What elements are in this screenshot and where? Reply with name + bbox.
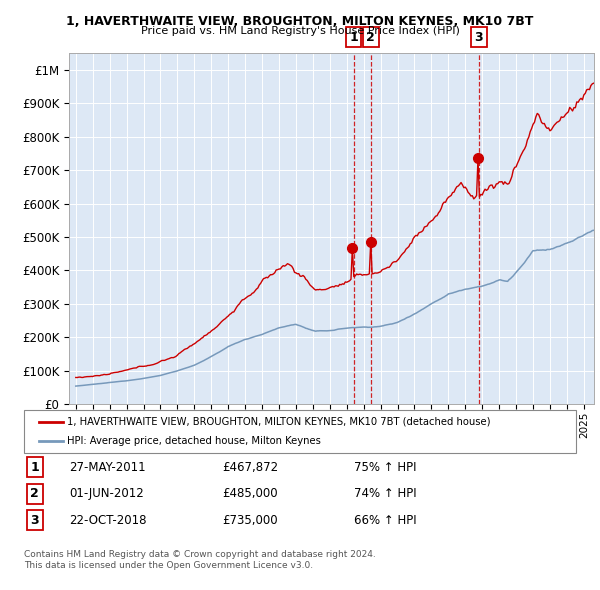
Text: 2: 2	[367, 31, 375, 44]
Text: 75% ↑ HPI: 75% ↑ HPI	[354, 461, 416, 474]
Text: 3: 3	[31, 514, 39, 527]
Text: £485,000: £485,000	[222, 487, 278, 500]
Text: HPI: Average price, detached house, Milton Keynes: HPI: Average price, detached house, Milt…	[67, 435, 321, 445]
Text: 3: 3	[475, 31, 483, 44]
Text: £735,000: £735,000	[222, 514, 278, 527]
Text: Price paid vs. HM Land Registry's House Price Index (HPI): Price paid vs. HM Land Registry's House …	[140, 26, 460, 36]
Text: 22-OCT-2018: 22-OCT-2018	[69, 514, 146, 527]
Text: 1, HAVERTHWAITE VIEW, BROUGHTON, MILTON KEYNES, MK10 7BT: 1, HAVERTHWAITE VIEW, BROUGHTON, MILTON …	[67, 15, 533, 28]
Text: 27-MAY-2011: 27-MAY-2011	[69, 461, 146, 474]
Text: 66% ↑ HPI: 66% ↑ HPI	[354, 514, 416, 527]
Text: 01-JUN-2012: 01-JUN-2012	[69, 487, 144, 500]
Text: 1, HAVERTHWAITE VIEW, BROUGHTON, MILTON KEYNES, MK10 7BT (detached house): 1, HAVERTHWAITE VIEW, BROUGHTON, MILTON …	[67, 417, 491, 427]
Text: £467,872: £467,872	[222, 461, 278, 474]
Text: 2: 2	[31, 487, 39, 500]
Text: 74% ↑ HPI: 74% ↑ HPI	[354, 487, 416, 500]
Text: 1: 1	[31, 461, 39, 474]
Text: Contains HM Land Registry data © Crown copyright and database right 2024.: Contains HM Land Registry data © Crown c…	[24, 550, 376, 559]
Text: This data is licensed under the Open Government Licence v3.0.: This data is licensed under the Open Gov…	[24, 561, 313, 570]
Text: 1: 1	[349, 31, 358, 44]
